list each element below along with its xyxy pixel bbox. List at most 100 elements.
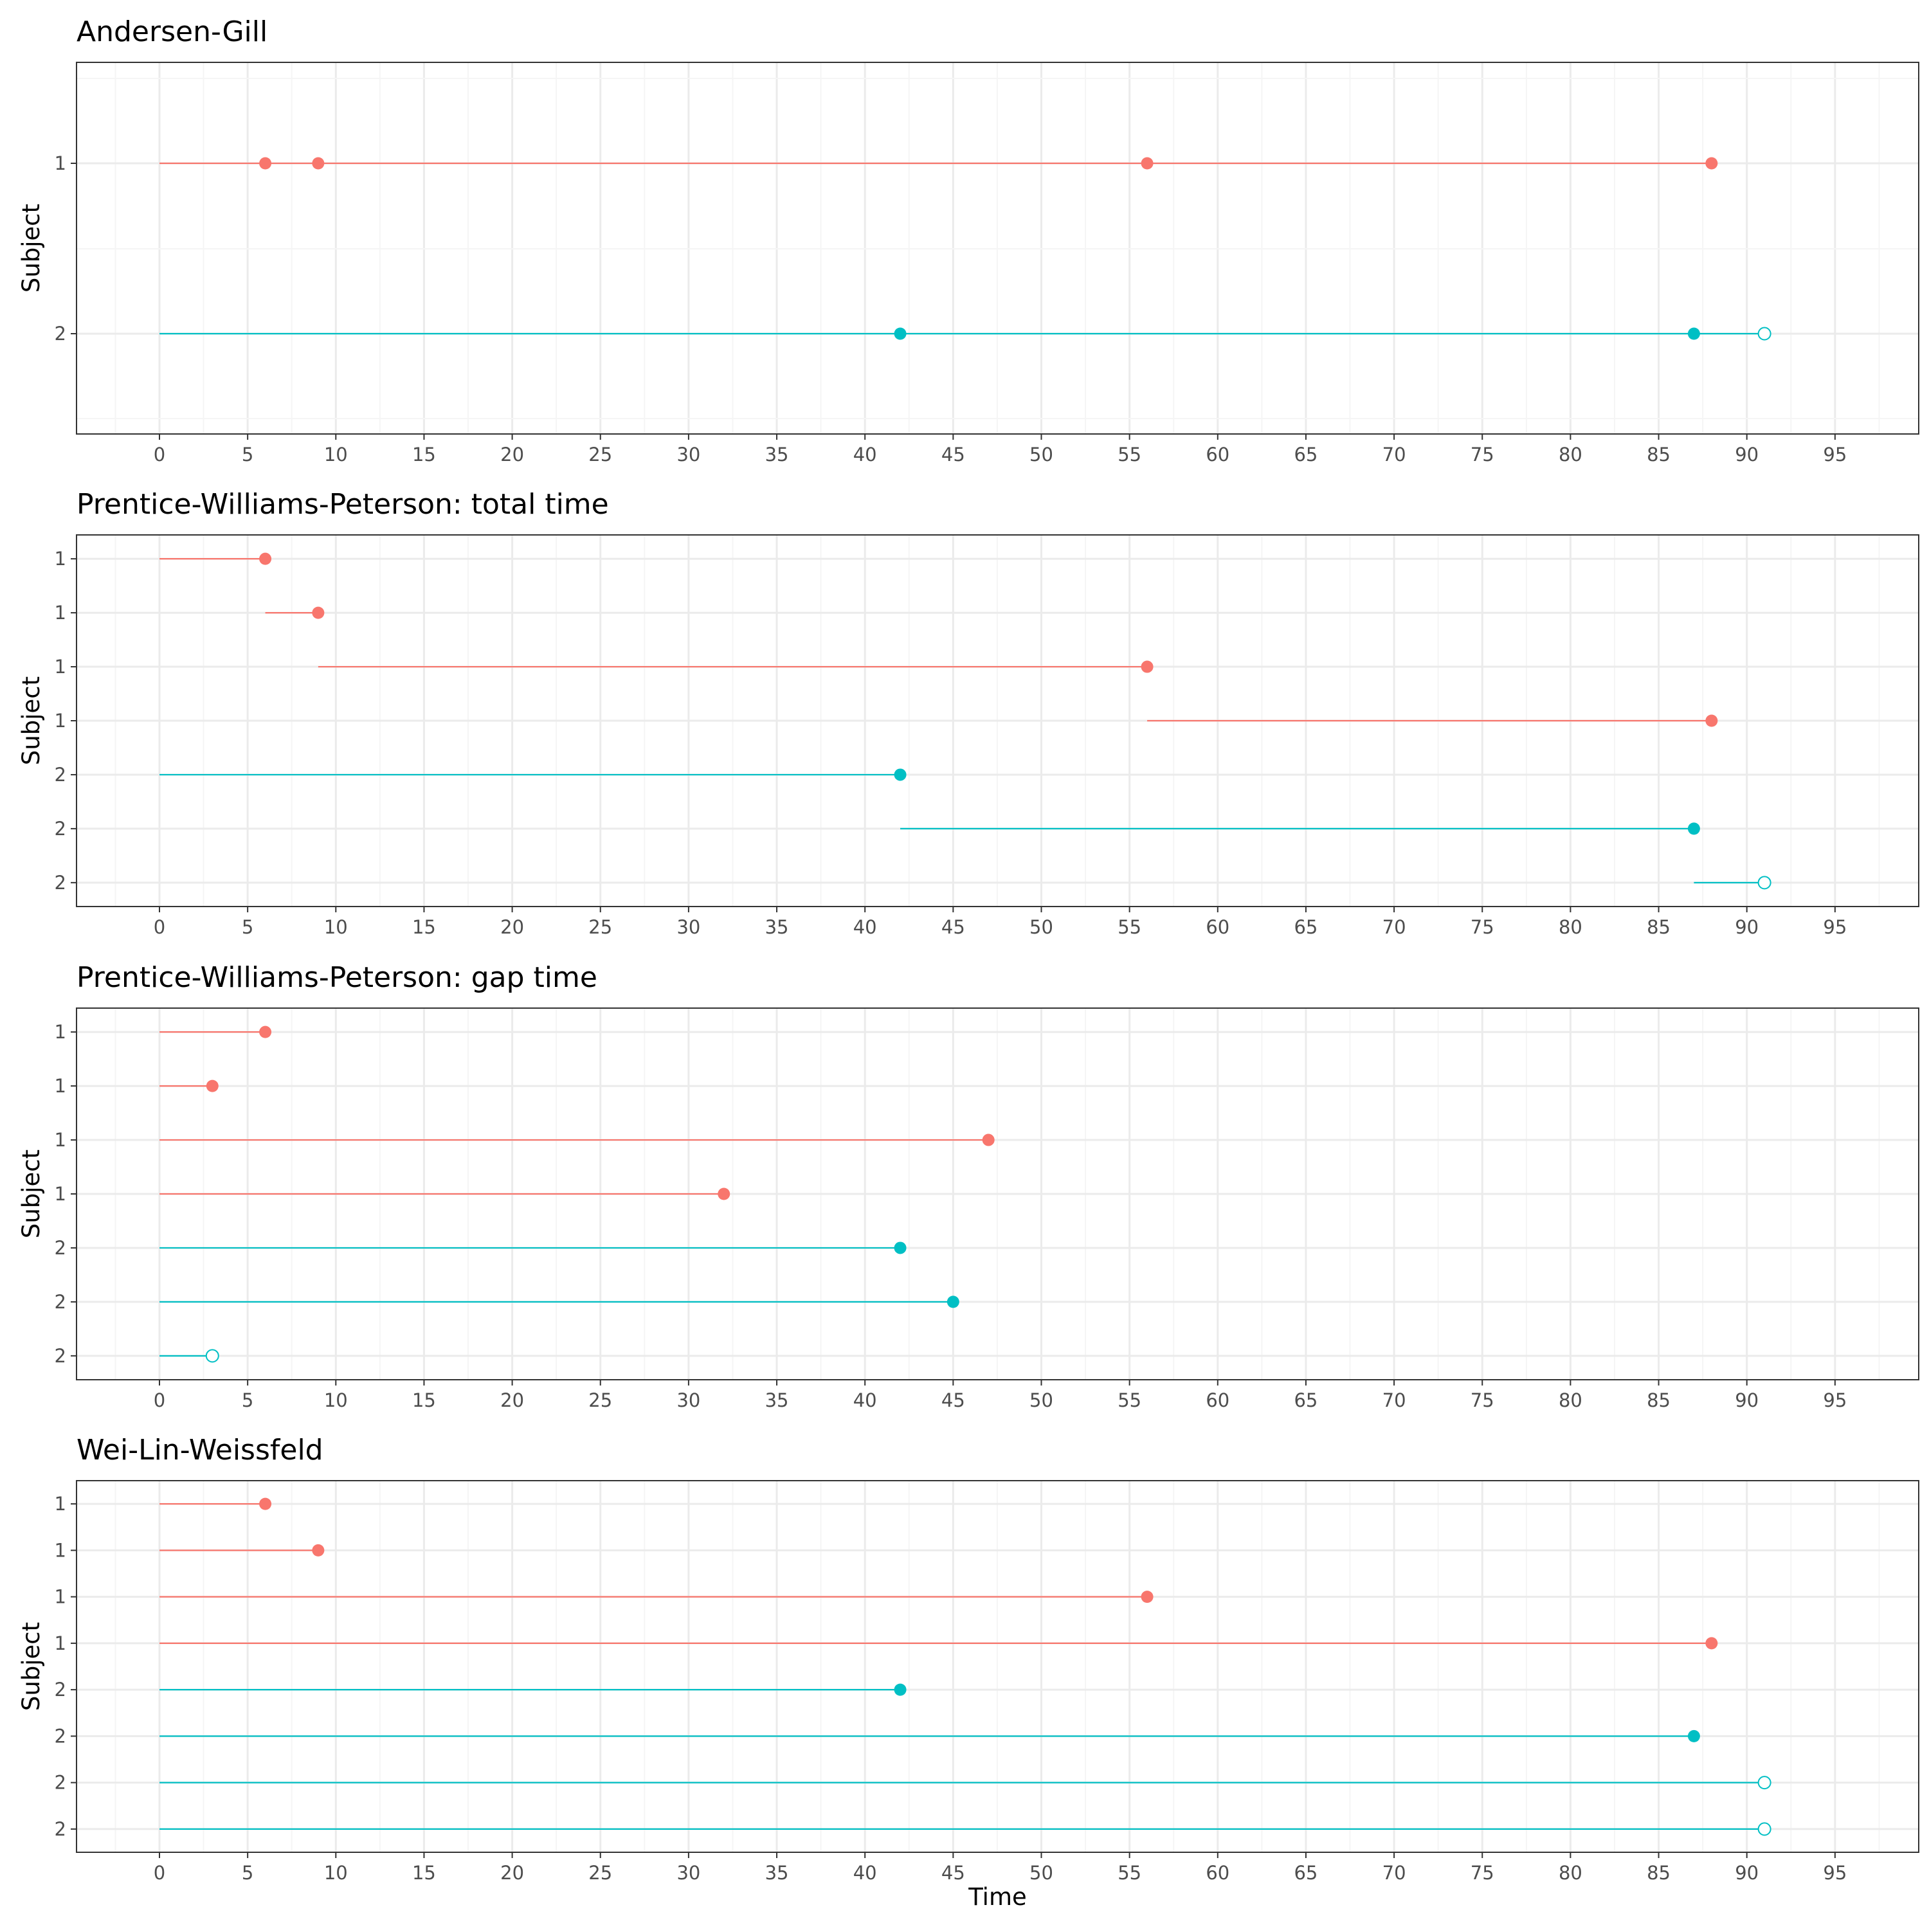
event-point-subject-1 xyxy=(259,552,272,565)
event-point-subject-1 xyxy=(312,1544,325,1557)
x-tick-label: 40 xyxy=(853,916,877,938)
x-tick-label: 15 xyxy=(412,1389,436,1411)
event-point-subject-2 xyxy=(894,327,907,340)
event-point-subject-1 xyxy=(1705,1637,1718,1650)
x-tick-label: 40 xyxy=(853,1389,877,1411)
panel-4: Wei-Lin-Weissfeld 0 5 10 15 20 25 30 35 40 45 50 55 6… xyxy=(17,1434,1919,1911)
y-tick-label: 1 xyxy=(55,1539,66,1561)
event-point-subject-1 xyxy=(1141,660,1154,673)
event-point-subject-1 xyxy=(259,1025,272,1038)
x-tick-label: 85 xyxy=(1647,1389,1671,1411)
event-point-subject-1 xyxy=(259,1497,272,1510)
y-axis-title: Subject xyxy=(17,1622,45,1711)
x-tick-label: 30 xyxy=(676,1862,700,1884)
y-tick-label: 1 xyxy=(55,1493,66,1515)
x-tick-label: 65 xyxy=(1294,1862,1318,1884)
x-tick-label: 50 xyxy=(1029,444,1053,465)
x-tick-label: 90 xyxy=(1735,1389,1759,1411)
y-tick-label: 1 xyxy=(55,656,66,678)
censored-point-subject-2 xyxy=(205,1349,219,1363)
panel-title: Prentice-Williams-Peterson: total time xyxy=(77,488,609,521)
x-tick-label: 10 xyxy=(324,1389,348,1411)
x-tick-label: 95 xyxy=(1823,1862,1847,1884)
x-tick-label: 20 xyxy=(500,916,524,938)
x-tick-label: 30 xyxy=(676,916,700,938)
x-tick-label: 45 xyxy=(941,916,965,938)
x-tick-label: 5 xyxy=(242,916,253,938)
censored-point-subject-2 xyxy=(1757,327,1771,341)
x-tick-label: 25 xyxy=(588,1389,612,1411)
panel-3: Prentice-Williams-Peterson: gap time 0 5 10… xyxy=(17,961,1919,1411)
x-tick-label: 30 xyxy=(676,1389,700,1411)
x-tick-label: 20 xyxy=(500,1862,524,1884)
y-tick-label: 2 xyxy=(55,323,66,345)
y-tick-label: 2 xyxy=(55,872,66,894)
censored-point-subject-2 xyxy=(1757,1776,1771,1790)
censored-point-subject-2 xyxy=(1757,1822,1771,1836)
x-tick-label: 60 xyxy=(1206,1862,1229,1884)
panel-title: Andersen-Gill xyxy=(77,15,267,48)
x-tick-label: 0 xyxy=(154,1862,165,1884)
y-tick-label: 2 xyxy=(55,1772,66,1794)
x-tick-label: 80 xyxy=(1559,1862,1582,1884)
y-tick-label: 2 xyxy=(55,1237,66,1259)
event-point-subject-1 xyxy=(1705,714,1718,727)
x-tick-label: 90 xyxy=(1735,1862,1759,1884)
event-point-subject-1 xyxy=(312,157,325,170)
x-tick-label: 35 xyxy=(765,916,789,938)
event-point-subject-2 xyxy=(946,1296,959,1308)
x-tick-label: 75 xyxy=(1471,444,1494,465)
event-point-subject-2 xyxy=(894,768,907,781)
y-tick-label: 1 xyxy=(55,152,66,174)
x-axis-title: Time xyxy=(968,1883,1027,1911)
x-tick-label: 20 xyxy=(500,1389,524,1411)
x-tick-label: 25 xyxy=(588,444,612,465)
x-tick-label: 75 xyxy=(1471,1862,1494,1884)
y-tick-label: 1 xyxy=(55,1129,66,1151)
event-point-subject-2 xyxy=(1687,327,1700,340)
x-tick-label: 35 xyxy=(765,1862,789,1884)
x-tick-label: 90 xyxy=(1735,916,1759,938)
x-tick-label: 70 xyxy=(1382,1862,1406,1884)
event-point-subject-1 xyxy=(312,606,325,619)
y-tick-label: 1 xyxy=(55,602,66,624)
y-tick-label: 2 xyxy=(55,818,66,840)
x-tick-label: 40 xyxy=(853,1862,877,1884)
x-tick-label: 35 xyxy=(765,444,789,465)
panel-border xyxy=(76,62,1919,435)
x-tick-label: 10 xyxy=(324,1862,348,1884)
x-tick-label: 80 xyxy=(1559,916,1582,938)
y-tick-label: 2 xyxy=(55,1679,66,1701)
x-tick-label: 70 xyxy=(1382,1389,1406,1411)
x-tick-label: 65 xyxy=(1294,916,1318,938)
y-tick-label: 2 xyxy=(55,1291,66,1313)
x-tick-label: 50 xyxy=(1029,1389,1053,1411)
y-tick-label: 1 xyxy=(55,548,66,570)
event-point-subject-1 xyxy=(982,1133,995,1146)
event-point-subject-2 xyxy=(1687,1729,1700,1742)
y-tick-label: 1 xyxy=(55,1021,66,1043)
x-tick-label: 75 xyxy=(1471,1389,1494,1411)
x-tick-label: 85 xyxy=(1647,444,1671,465)
event-point-subject-1 xyxy=(259,157,272,170)
x-tick-label: 5 xyxy=(242,1862,253,1884)
x-tick-label: 0 xyxy=(154,1389,165,1411)
x-tick-label: 65 xyxy=(1294,1389,1318,1411)
panel-1: Andersen-Gill 0 5 10 15 20 25 30 35 40 45 50 55 60 65 7… xyxy=(17,15,1919,465)
x-tick-label: 55 xyxy=(1118,1389,1141,1411)
y-tick-label: 2 xyxy=(55,1725,66,1747)
x-tick-label: 60 xyxy=(1206,916,1229,938)
event-point-subject-2 xyxy=(1687,822,1700,835)
x-tick-label: 20 xyxy=(500,444,524,465)
x-tick-label: 5 xyxy=(242,444,253,465)
event-point-subject-1 xyxy=(1141,1591,1154,1603)
panel-2: Prentice-Williams-Peterson: total time 0 5… xyxy=(17,488,1919,938)
y-axis-title: Subject xyxy=(17,204,45,293)
x-tick-label: 50 xyxy=(1029,916,1053,938)
y-tick-label: 2 xyxy=(55,1818,66,1840)
event-point-subject-2 xyxy=(894,1683,907,1696)
x-tick-label: 45 xyxy=(941,1862,965,1884)
x-tick-label: 80 xyxy=(1559,444,1582,465)
x-tick-label: 95 xyxy=(1823,1389,1847,1411)
x-tick-label: 60 xyxy=(1206,444,1229,465)
